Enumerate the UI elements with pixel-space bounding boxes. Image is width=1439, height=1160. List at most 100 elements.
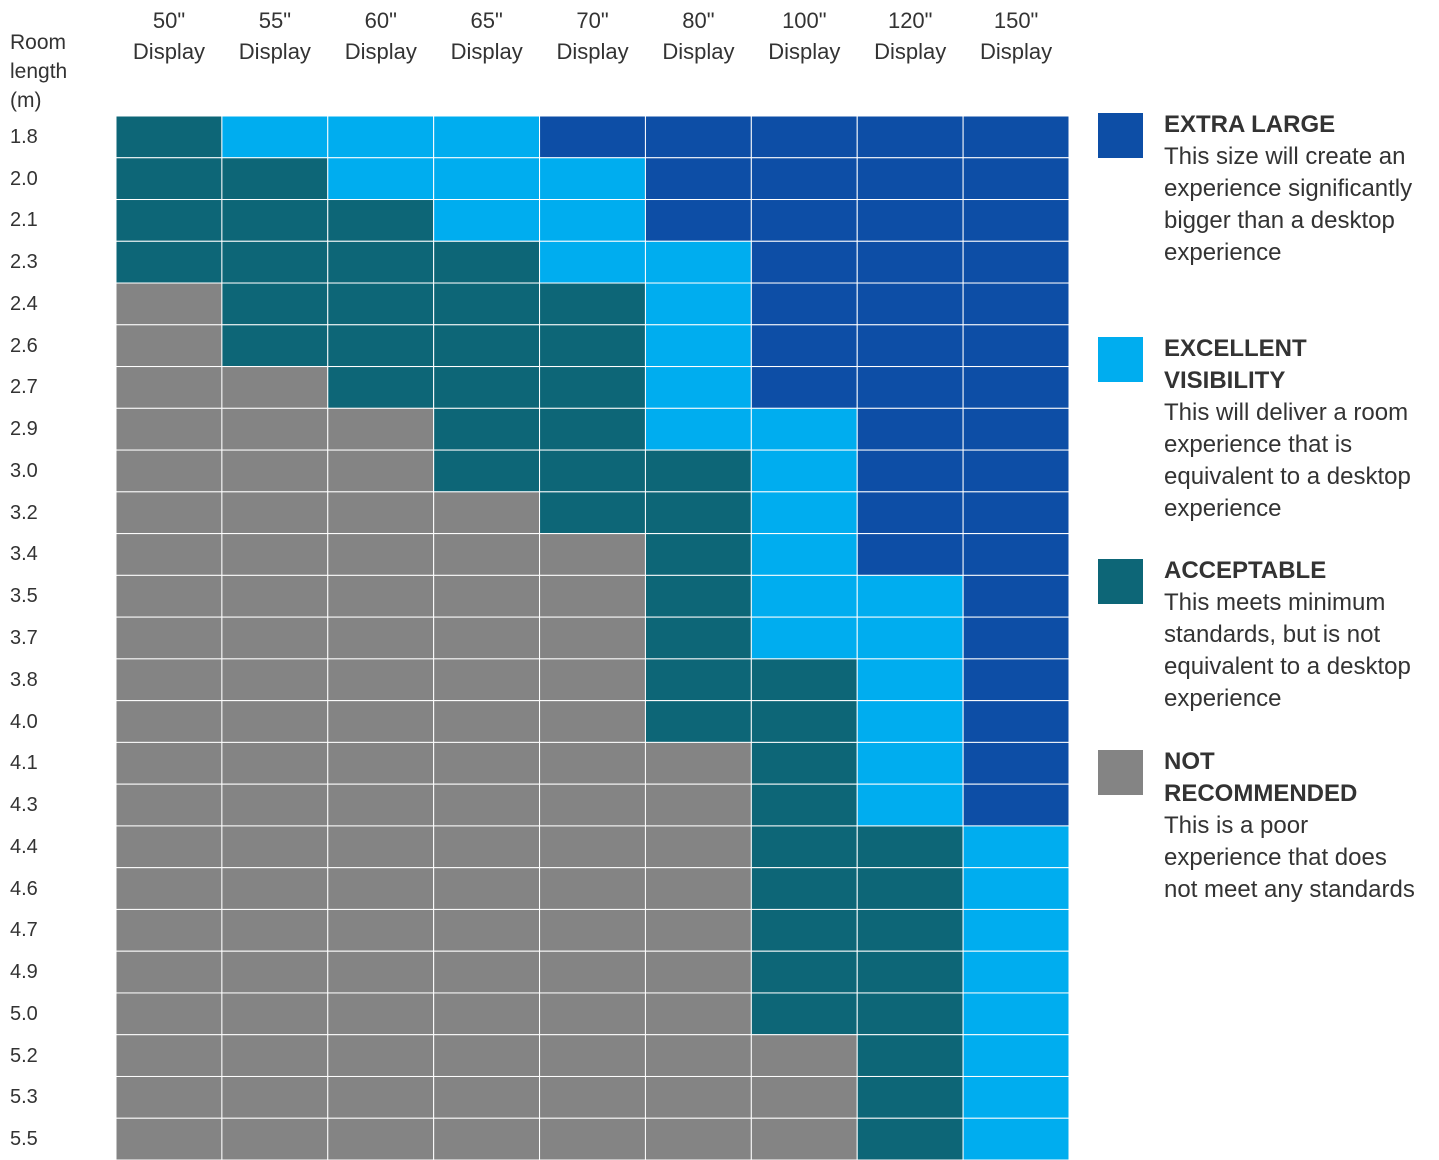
legend-title: EXCELLENT VISIBILITY [1164, 335, 1307, 394]
column-size: 55" [258, 8, 292, 33]
cell [327, 1117, 435, 1160]
row-label: 3.4 [10, 543, 38, 566]
cell [221, 783, 329, 827]
cell [750, 783, 858, 827]
cell [327, 157, 435, 201]
cell [750, 491, 858, 535]
cell [750, 1034, 858, 1077]
cell [962, 658, 1070, 702]
cell [221, 324, 329, 368]
cell [750, 950, 858, 994]
cell [115, 157, 223, 201]
cell [962, 1117, 1070, 1160]
cell [750, 199, 858, 242]
cell [644, 1117, 752, 1160]
column-unit: Display [344, 39, 417, 64]
cell [433, 199, 541, 242]
cell [327, 407, 435, 451]
cell [644, 616, 752, 660]
cell [856, 616, 964, 660]
cell [221, 616, 329, 660]
legend-title: NOT RECOMMENDED [1164, 748, 1358, 807]
cell [327, 867, 435, 910]
cell [433, 574, 541, 618]
cell [962, 616, 1070, 660]
cell [327, 574, 435, 618]
column-size: 150" [993, 8, 1039, 33]
cell [962, 825, 1070, 869]
cell [115, 115, 223, 159]
cell [962, 199, 1070, 242]
cell [750, 407, 858, 451]
cell [539, 950, 646, 994]
cell [856, 115, 964, 159]
cell [962, 1034, 1070, 1077]
cell [539, 240, 646, 284]
cell [856, 324, 964, 368]
cell [115, 366, 223, 409]
cell [856, 533, 964, 576]
row-label: 3.7 [10, 627, 38, 649]
cell [433, 491, 541, 535]
cell [962, 533, 1070, 576]
cell [644, 700, 752, 743]
cell [327, 741, 435, 785]
cell [433, 992, 541, 1036]
cell [433, 950, 541, 994]
cell [115, 908, 223, 952]
cell [115, 199, 223, 242]
cell [327, 700, 435, 743]
cell [539, 616, 646, 660]
row-label: 5.5 [10, 1128, 38, 1151]
cell [962, 574, 1070, 618]
cell [433, 616, 541, 660]
cell [221, 407, 329, 451]
cell [962, 407, 1070, 451]
cell [856, 992, 964, 1036]
row-label: 2.6 [10, 334, 38, 357]
cell [327, 449, 435, 493]
cell [327, 533, 435, 576]
cell [433, 240, 541, 284]
cell [433, 825, 541, 869]
legend-text: This is a poor experience that does not … [1164, 812, 1415, 903]
cell [539, 157, 646, 201]
cell [433, 908, 541, 952]
cell [327, 783, 435, 827]
row-axis-label: Room length (m) [10, 31, 68, 112]
cell [750, 574, 858, 618]
cell [644, 240, 752, 284]
cell [115, 282, 223, 326]
cell [115, 574, 223, 618]
cell [433, 282, 541, 326]
cell [856, 282, 964, 326]
cell [221, 700, 329, 743]
row-label: 4.1 [10, 752, 38, 775]
cell [644, 282, 752, 326]
row-label: 1.8 [10, 125, 38, 148]
cell [644, 867, 752, 910]
cell [750, 282, 858, 326]
cell [750, 741, 858, 785]
cell [115, 407, 223, 451]
row-label: 3.0 [10, 459, 38, 482]
cell [856, 157, 964, 201]
cell [433, 700, 541, 743]
column-size: 100" [782, 8, 827, 33]
row-label: 4.7 [10, 919, 38, 942]
column-unit: Display [450, 39, 523, 64]
cell [433, 867, 541, 910]
cell [644, 366, 752, 409]
cell [327, 491, 435, 535]
cell [221, 449, 329, 493]
cell [644, 324, 752, 368]
cell [856, 574, 964, 618]
cell [539, 1034, 646, 1077]
legend-text: This meets minimum standards, but is not… [1164, 589, 1411, 712]
column-size: 80" [682, 8, 715, 33]
cell [750, 992, 858, 1036]
cell [962, 783, 1070, 827]
cell [539, 1075, 646, 1119]
cell [644, 574, 752, 618]
